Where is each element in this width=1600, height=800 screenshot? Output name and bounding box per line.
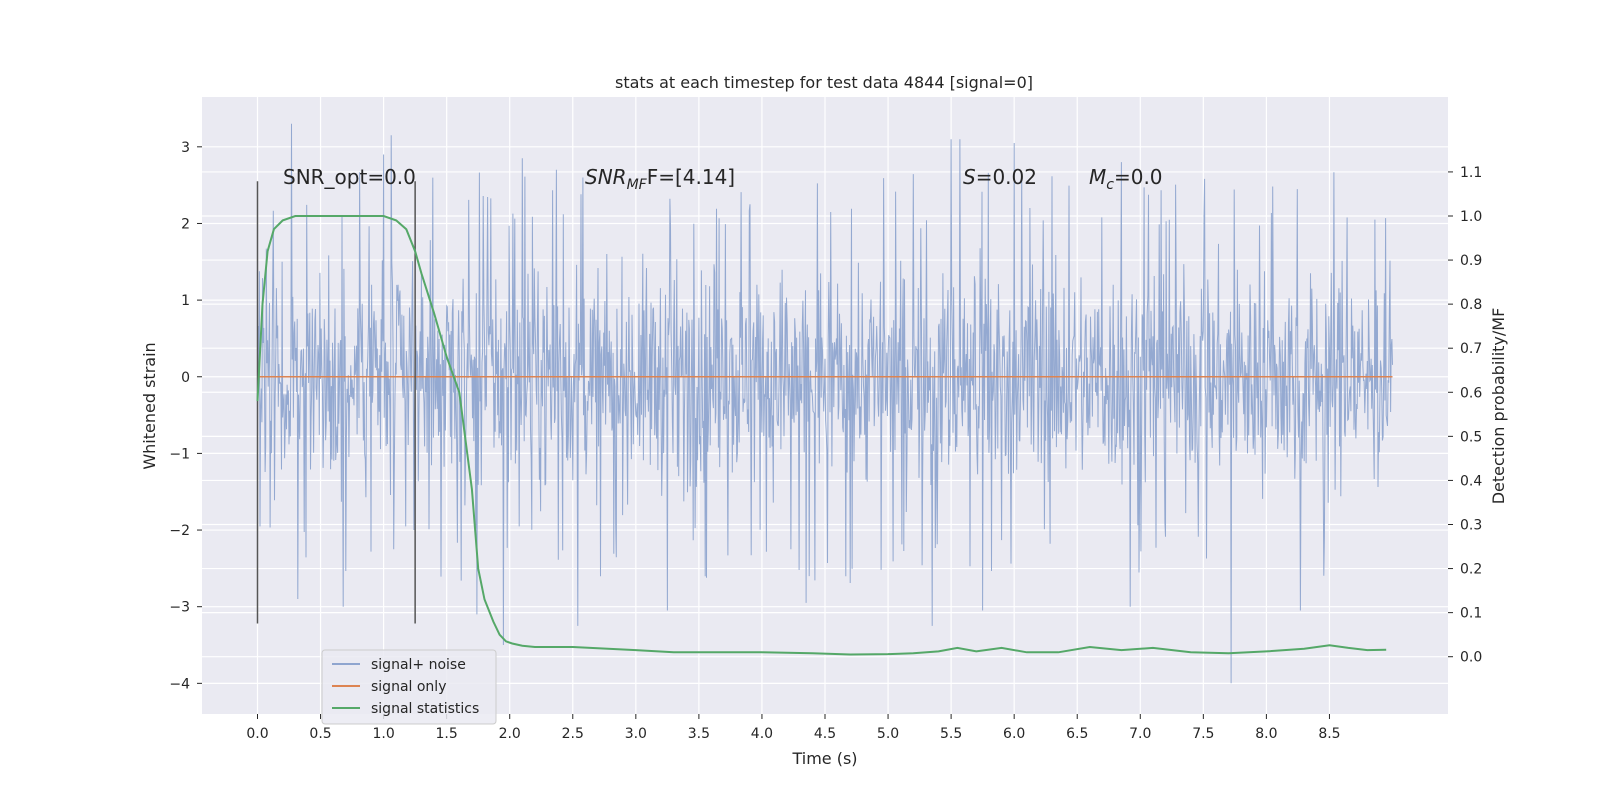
y-tick-label: −4 (169, 676, 190, 692)
y2-tick-label: 0.6 (1460, 385, 1482, 401)
y2-tick-label: 1.1 (1460, 165, 1482, 181)
y-tick-label: −3 (169, 600, 190, 616)
x-tick-label: 6.5 (1066, 726, 1088, 742)
x-tick-label: 2.5 (562, 726, 584, 742)
annotation-snr-mf-sub: MF (627, 177, 648, 193)
y2-tick-label: 0.1 (1460, 606, 1482, 622)
chart-title: stats at each timestep for test data 484… (615, 73, 1033, 92)
y2-tick-label: 0.7 (1460, 341, 1482, 357)
x-tick-label: 3.0 (625, 726, 647, 742)
x-tick-label: 6.0 (1003, 726, 1025, 742)
legend: signal+ noise signal only signal statist… (321, 649, 497, 725)
x-tick-label: 0.0 (246, 726, 268, 742)
x-tick-label: 8.5 (1318, 726, 1340, 742)
signal-noise-series (257, 123, 1393, 684)
x-tick-label: 3.5 (688, 726, 710, 742)
y2-tick-label: 0.3 (1460, 517, 1482, 533)
annotation-mc-rest: =0.0 (1114, 165, 1163, 189)
x-tick-label: 7.5 (1192, 726, 1214, 742)
y2-tick-label: 1.0 (1460, 209, 1482, 225)
annotation-snr-opt: SNR_opt=0.0 (283, 165, 416, 189)
annotation-mc: Mc=0.0 (1089, 165, 1163, 193)
x-axis-ticks: 0.0 0.5 1.0 1.5 2.0 2.5 3.0 3.5 4.0 4.5 5.0 5.5 6.0 6… (246, 714, 1341, 742)
annotation-s-main: S (963, 165, 976, 189)
annotation-snr-mf-rest: F=[4.14] (647, 165, 735, 189)
annotation-mc-main: M (1089, 165, 1106, 189)
x-axis-label: Time (s) (791, 749, 857, 768)
annotation-snr-mf-main: SNR (585, 165, 627, 189)
y2-tick-label: 0.4 (1460, 473, 1482, 489)
y-axis-label: Whitened strain (140, 342, 159, 469)
y2-tick-label: 0.0 (1460, 650, 1482, 666)
annotation-mc-sub: c (1106, 177, 1114, 193)
series-line-signal-statistics (256, 215, 1387, 656)
legend-label-signal-statistics: signal statistics (371, 701, 479, 717)
y2-tick-label: 0.9 (1460, 253, 1482, 269)
y-tick-label: −1 (169, 446, 190, 462)
legend-frame (321, 649, 497, 725)
x-tick-label: 1.0 (372, 726, 394, 742)
overlay-lines (256, 181, 1393, 656)
y2-axis-label: Detection probability/MF (1489, 308, 1508, 505)
y-tick-label: 2 (181, 216, 190, 232)
annotation-s: S=0.02 (963, 165, 1037, 189)
x-tick-label: 8.0 (1255, 726, 1277, 742)
x-tick-label: 5.0 (877, 726, 899, 742)
x-tick-label: 1.5 (436, 726, 458, 742)
y2-tick-label: 0.8 (1460, 297, 1482, 313)
series-line-signal-noise (257, 123, 1393, 684)
x-tick-label: 7.0 (1129, 726, 1151, 742)
x-tick-label: 4.0 (751, 726, 773, 742)
x-tick-label: 5.5 (940, 726, 962, 742)
y-axis-ticks: 3 2 1 0 −1 −2 −3 −4 (169, 140, 202, 692)
x-tick-label: 2.0 (499, 726, 521, 742)
x-tick-label: 4.5 (814, 726, 836, 742)
y-tick-label: 3 (181, 140, 190, 156)
y2-tick-label: 0.2 (1460, 562, 1482, 578)
annotation-snr-mf: SNRMFF=[4.14] (585, 165, 735, 193)
y2-axis-ticks: 1.1 1.0 0.9 0.8 0.7 0.6 0.5 0.4 0.3 0.2 0.1 0.0 (1448, 165, 1482, 666)
y-tick-label: 0 (181, 370, 190, 386)
x-tick-label: 0.5 (309, 726, 331, 742)
legend-label-signal-noise: signal+ noise (371, 657, 466, 673)
y-tick-label: 1 (181, 293, 190, 309)
annotation-s-rest: =0.02 (976, 165, 1037, 189)
y-tick-label: −2 (169, 523, 190, 539)
legend-label-signal-only: signal only (371, 679, 446, 695)
y2-tick-label: 0.5 (1460, 429, 1482, 445)
